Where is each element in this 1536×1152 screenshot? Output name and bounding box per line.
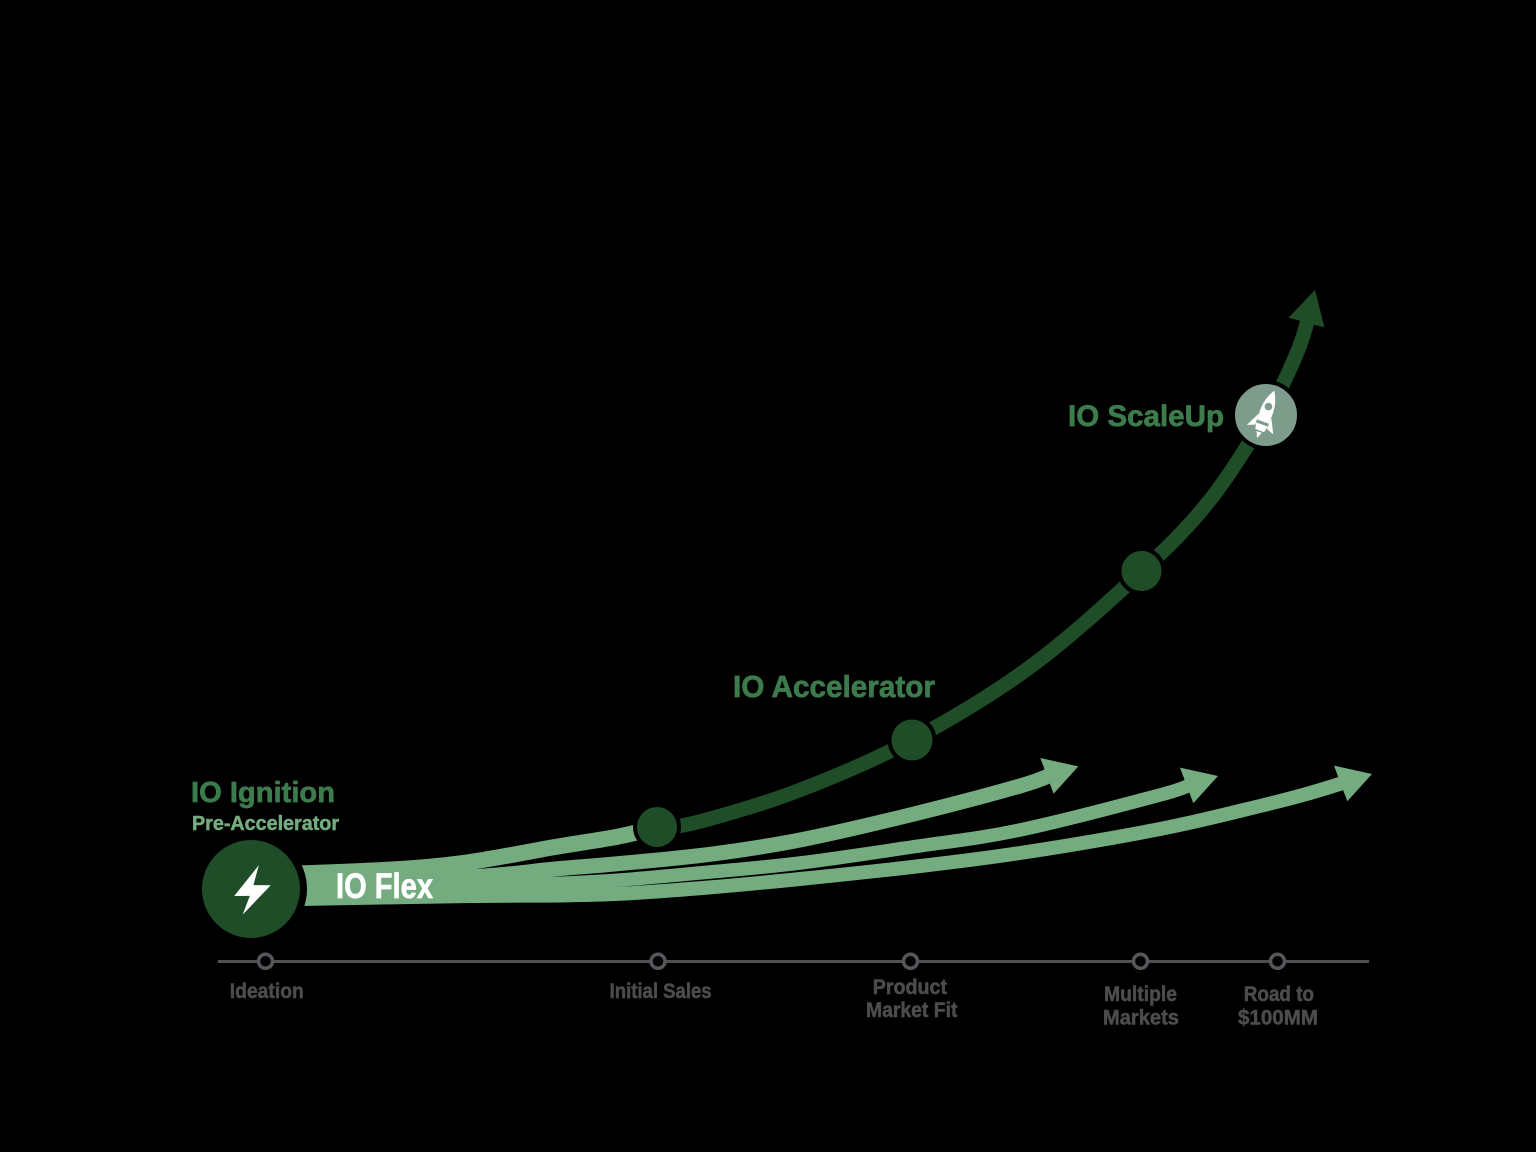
svg-text:IO Ignition: IO Ignition bbox=[191, 777, 335, 809]
svg-text:Ideation: Ideation bbox=[230, 980, 304, 1003]
svg-text:Multiple: Multiple bbox=[1104, 983, 1177, 1006]
svg-text:Product: Product bbox=[873, 976, 947, 999]
svg-text:Market Fit: Market Fit bbox=[866, 999, 958, 1022]
svg-text:Road to: Road to bbox=[1244, 983, 1314, 1006]
svg-text:Markets: Markets bbox=[1103, 1007, 1179, 1030]
svg-text:IO Flex: IO Flex bbox=[336, 867, 433, 906]
svg-text:$100MM: $100MM bbox=[1238, 1007, 1318, 1030]
svg-text:IO ScaleUp: IO ScaleUp bbox=[1068, 400, 1224, 433]
svg-text:Pre-Accelerator: Pre-Accelerator bbox=[192, 813, 339, 835]
svg-text:IO Accelerator: IO Accelerator bbox=[733, 669, 935, 704]
svg-text:Initial Sales: Initial Sales bbox=[610, 980, 712, 1003]
